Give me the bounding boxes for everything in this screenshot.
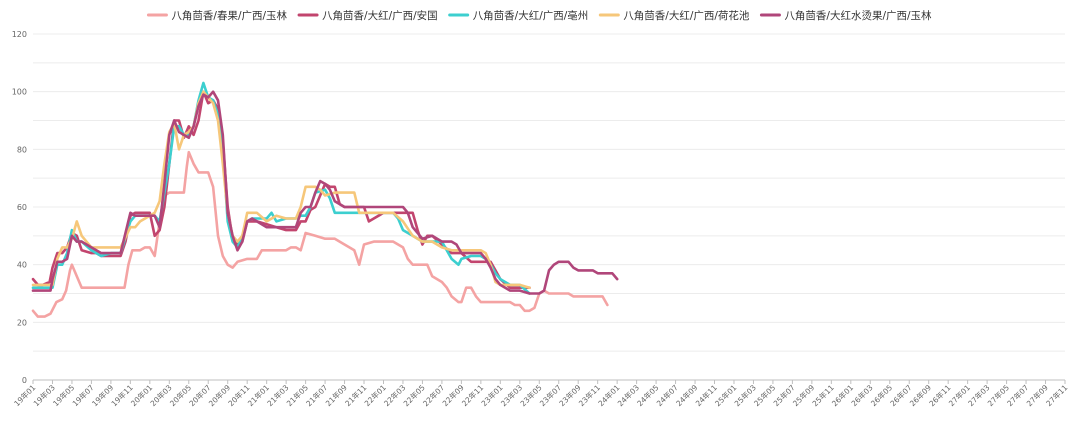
y-tick-label: 0: [22, 376, 27, 385]
legend-label: 八角茴香/大红水烫果/广西/玉林: [784, 9, 932, 22]
y-tick-label: 80: [17, 145, 27, 154]
y-tick-label: 100: [12, 88, 27, 97]
x-tick-label: 27年11: [1044, 382, 1070, 408]
series-line-5[interactable]: [31, 90, 619, 295]
legend-item-5[interactable]: 八角茴香/大红水烫果/广西/玉林: [759, 9, 932, 22]
y-tick-label: 40: [17, 261, 27, 270]
legend-item-4[interactable]: 八角茴香/大红/广西/荷花池: [598, 9, 750, 22]
legend-label: 八角茴香/大红/广西/安国: [322, 9, 438, 22]
legend-item-2[interactable]: 八角茴香/大红/广西/安国: [297, 9, 438, 22]
series-line-3[interactable]: [31, 81, 531, 295]
y-tick-label: 60: [17, 203, 27, 212]
y-tick-label: 20: [17, 318, 27, 327]
legend-item-3[interactable]: 八角茴香/大红/广西/亳州: [448, 9, 589, 22]
legend-item-1[interactable]: 八角茴香/春果/广西/玉林: [146, 9, 288, 22]
series-layer: [31, 81, 619, 318]
legend-label: 八角茴香/春果/广西/玉林: [171, 9, 287, 22]
y-tick-label: 120: [12, 30, 27, 39]
series-line-4[interactable]: [31, 90, 531, 289]
legend-label: 八角茴香/大红/广西/荷花池: [623, 9, 750, 22]
legend[interactable]: 八角茴香/春果/广西/玉林 八角茴香/大红/广西/安国 八角茴香/大红/广西/亳州 八…: [146, 9, 932, 22]
series-line-1[interactable]: [31, 150, 609, 318]
grid-layer: [33, 33, 1065, 352]
series-line-2[interactable]: [31, 90, 531, 289]
legend-label: 八角茴香/大红/广西/亳州: [473, 9, 589, 22]
